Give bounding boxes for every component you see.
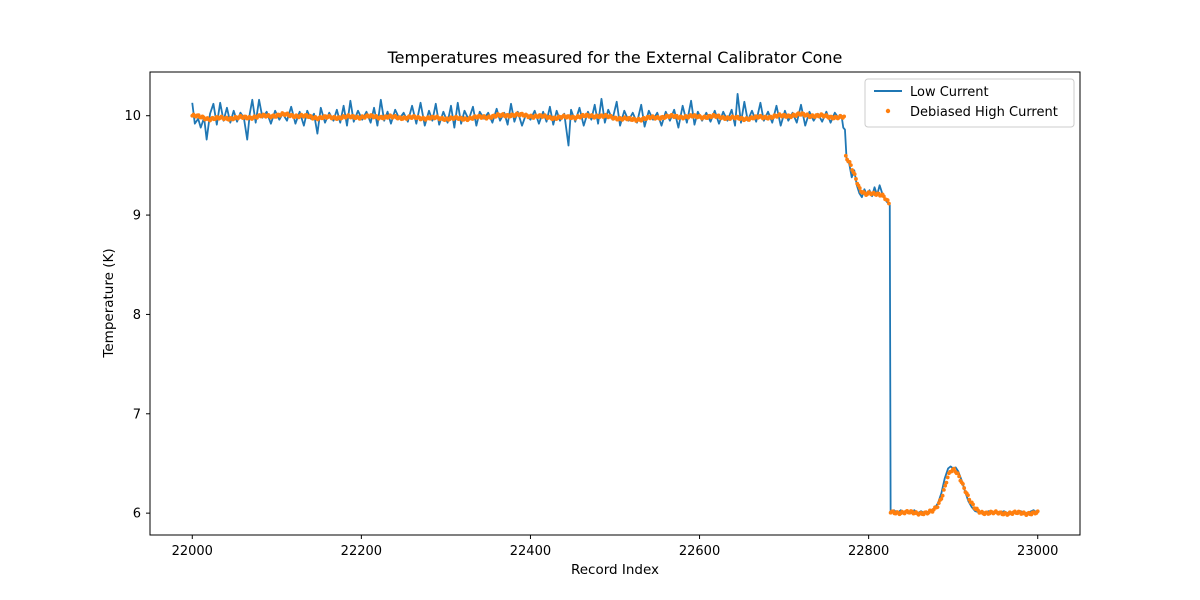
series-debiased-high-current-point: [966, 493, 970, 498]
series-debiased-high-current-point: [887, 201, 891, 206]
series-debiased-high-current-point: [939, 497, 944, 501]
x-axis-label: Record Index: [571, 562, 659, 578]
chart-title: Temperatures measured for the External C…: [387, 48, 843, 67]
series-debiased-high-current-point: [848, 163, 853, 168]
x-tick-label: 22400: [510, 544, 551, 559]
series-low-current-line: [191, 92, 1039, 515]
y-tick-label: 7: [133, 407, 141, 422]
series-debiased-high-current-point: [943, 483, 948, 488]
series-debiased-high-current-point: [941, 487, 946, 492]
series-debiased-high-current-point: [842, 114, 847, 119]
series-debiased-high-current-point: [854, 177, 858, 181]
series-debiased-high-current-point: [857, 186, 862, 190]
x-tick-label: 22600: [679, 544, 720, 559]
series-debiased-high-current-point: [971, 502, 975, 507]
x-tick-label: 23000: [1017, 544, 1058, 559]
series-debiased-high-current-point: [843, 153, 848, 158]
y-tick-label: 10: [124, 109, 141, 124]
x-tick-label: 22200: [341, 544, 382, 559]
series-debiased-high-current-point: [885, 198, 890, 203]
series-debiased-high-current-point: [961, 482, 965, 486]
x-tick-label: 22800: [848, 544, 889, 559]
y-tick-label: 9: [133, 209, 141, 224]
series-debiased-high-current-point: [952, 466, 956, 471]
series-debiased-high-current-point: [944, 480, 949, 485]
series-debiased-high-current-point: [1035, 509, 1040, 514]
series-debiased-high-current-point: [945, 475, 950, 480]
series-debiased-high-current-point: [962, 486, 967, 490]
legend-debiased-high-current-label: Debiased High Current: [910, 105, 1058, 120]
series-debiased-high-current-point: [955, 471, 960, 476]
series-debiased-high-current-point: [847, 159, 852, 164]
plot-frame: [149, 71, 1081, 536]
y-axis-label: Temperature (K): [101, 248, 117, 358]
series-debiased-high-current-point: [940, 493, 945, 498]
series-debiased-high-current-point: [935, 505, 940, 509]
series-debiased-high-current-point: [936, 501, 941, 506]
x-tick-label: 22000: [172, 544, 213, 559]
y-tick-label: 8: [133, 308, 141, 323]
legend-debiased-high-current-swatch: [885, 108, 891, 114]
legend-low-current-label: Low Current: [910, 85, 989, 100]
series-debiased-high-current-point: [852, 172, 857, 177]
legend: Low Current Debiased High Current: [864, 78, 1075, 128]
y-tick-label: 6: [133, 507, 141, 522]
series-debiased-high-current-point: [957, 474, 961, 479]
